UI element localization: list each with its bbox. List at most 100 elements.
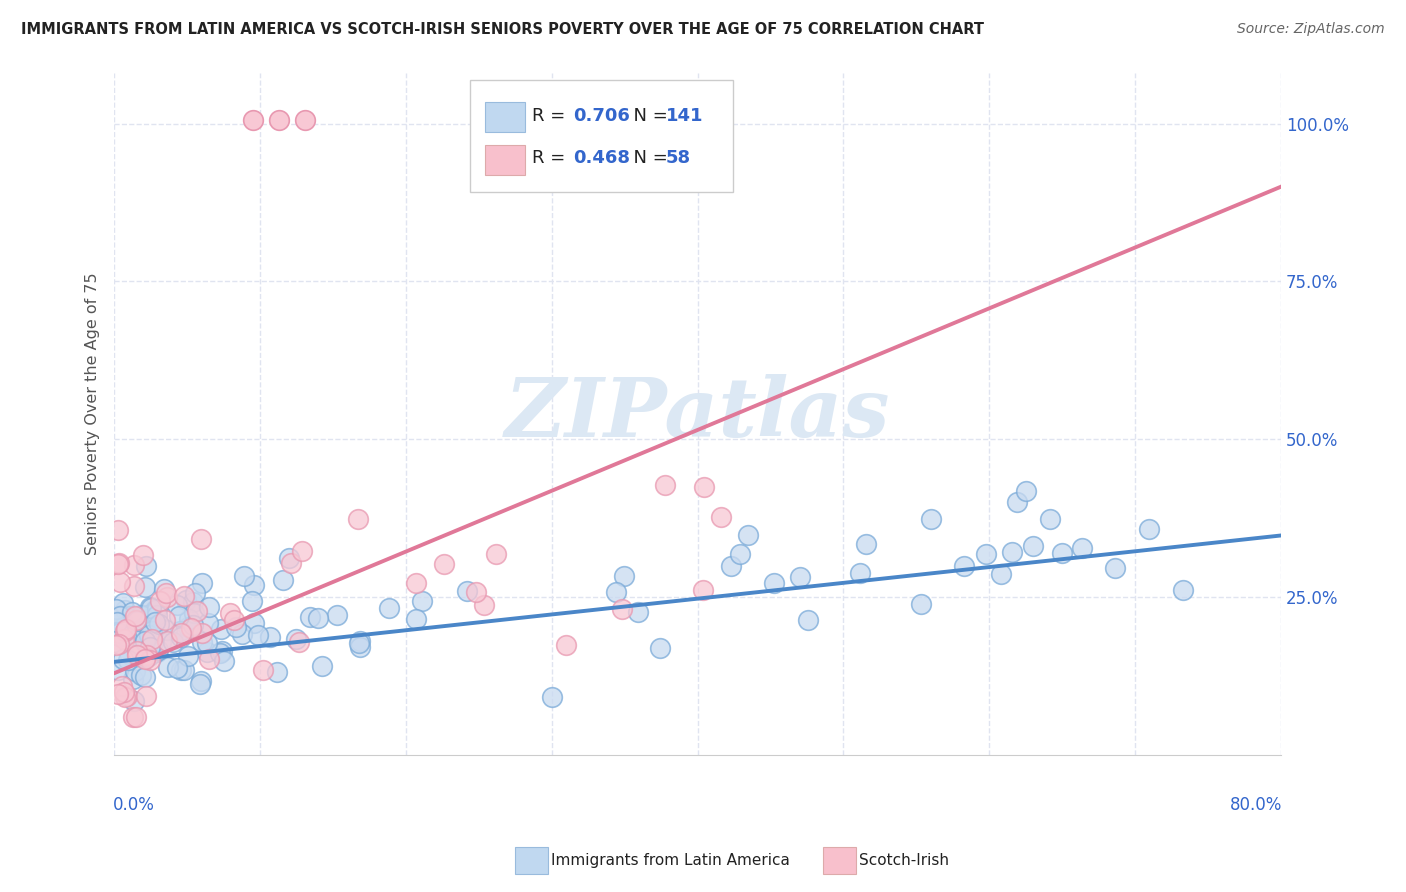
Point bbox=[198, 652, 221, 666]
Point bbox=[456, 583, 478, 598]
Point bbox=[378, 600, 401, 615]
Point bbox=[170, 626, 193, 640]
Point bbox=[273, 574, 295, 588]
Point bbox=[142, 635, 165, 649]
Point bbox=[195, 645, 218, 659]
Point bbox=[152, 582, 174, 596]
Point bbox=[1014, 484, 1036, 499]
Point bbox=[405, 612, 427, 626]
Point bbox=[605, 585, 627, 599]
Point bbox=[188, 677, 211, 691]
Point bbox=[156, 634, 179, 648]
Point bbox=[278, 551, 301, 566]
Point bbox=[246, 628, 269, 642]
Point bbox=[128, 630, 150, 644]
Point bbox=[115, 622, 138, 636]
Point bbox=[146, 643, 169, 657]
Point bbox=[180, 621, 202, 635]
Point bbox=[1104, 560, 1126, 574]
Point bbox=[155, 586, 177, 600]
Point bbox=[648, 640, 671, 655]
Point bbox=[198, 599, 221, 614]
Point bbox=[114, 628, 136, 642]
Point bbox=[952, 558, 974, 573]
Point bbox=[1071, 541, 1094, 555]
Text: ZIPatlas: ZIPatlas bbox=[505, 374, 890, 454]
Point bbox=[107, 556, 129, 570]
Point bbox=[131, 668, 153, 682]
Point bbox=[191, 626, 214, 640]
Text: 0.706: 0.706 bbox=[572, 107, 630, 125]
Point bbox=[464, 584, 486, 599]
Point bbox=[117, 634, 139, 648]
Point bbox=[125, 614, 148, 628]
Point bbox=[291, 544, 314, 558]
Point bbox=[124, 665, 146, 679]
Point bbox=[139, 653, 162, 667]
Point bbox=[122, 579, 145, 593]
Text: 0.0%: 0.0% bbox=[112, 797, 155, 814]
Point bbox=[720, 558, 742, 573]
Point bbox=[974, 547, 997, 561]
Point bbox=[789, 570, 811, 584]
Text: 141: 141 bbox=[666, 107, 703, 125]
Point bbox=[242, 113, 264, 128]
Point bbox=[710, 509, 733, 524]
Point bbox=[266, 665, 288, 679]
Point bbox=[693, 480, 716, 494]
Point bbox=[1001, 544, 1024, 558]
Point bbox=[125, 645, 148, 659]
Point bbox=[125, 614, 148, 628]
Point bbox=[1039, 511, 1062, 525]
Point bbox=[124, 710, 146, 724]
Point bbox=[174, 592, 197, 607]
Point bbox=[284, 632, 307, 646]
Point bbox=[349, 640, 371, 654]
Point bbox=[141, 632, 163, 646]
Point bbox=[1005, 495, 1028, 509]
Point bbox=[1050, 546, 1073, 560]
Point bbox=[118, 646, 141, 660]
Point bbox=[173, 664, 195, 678]
Point bbox=[111, 608, 134, 623]
Point bbox=[141, 601, 163, 615]
Point bbox=[121, 710, 143, 724]
Point bbox=[146, 608, 169, 623]
Point bbox=[135, 690, 157, 704]
Point bbox=[124, 609, 146, 624]
Point bbox=[155, 623, 177, 637]
Point bbox=[122, 558, 145, 572]
Point bbox=[347, 636, 370, 650]
Point bbox=[107, 637, 129, 651]
Point bbox=[115, 690, 138, 704]
Point bbox=[243, 615, 266, 630]
FancyBboxPatch shape bbox=[470, 79, 733, 193]
Point bbox=[627, 605, 650, 619]
Point bbox=[112, 632, 135, 646]
Point bbox=[411, 594, 433, 608]
Point bbox=[169, 663, 191, 677]
Text: Scotch-Irish: Scotch-Irish bbox=[859, 854, 949, 868]
FancyBboxPatch shape bbox=[485, 145, 524, 175]
Point bbox=[138, 628, 160, 642]
Point bbox=[128, 642, 150, 657]
Point bbox=[139, 636, 162, 650]
Point bbox=[141, 627, 163, 641]
Point bbox=[111, 596, 134, 610]
Text: N =: N = bbox=[621, 149, 673, 168]
Point bbox=[138, 649, 160, 664]
Point bbox=[855, 537, 877, 551]
Point bbox=[405, 575, 427, 590]
Point bbox=[326, 608, 349, 623]
Point bbox=[181, 618, 204, 632]
Point bbox=[149, 635, 172, 649]
Point bbox=[114, 690, 136, 704]
Point bbox=[197, 616, 219, 631]
Point bbox=[153, 613, 176, 627]
Point bbox=[136, 608, 159, 623]
Point bbox=[179, 612, 201, 626]
Point bbox=[211, 622, 233, 636]
Point bbox=[211, 643, 233, 657]
Point bbox=[280, 556, 302, 570]
Point bbox=[242, 593, 264, 607]
